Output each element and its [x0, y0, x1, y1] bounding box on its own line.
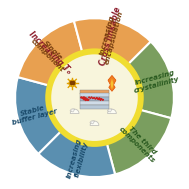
Text: Increasing
encapsulation: Increasing encapsulation: [97, 8, 124, 65]
Wedge shape: [107, 109, 112, 112]
Circle shape: [51, 54, 138, 141]
Wedge shape: [90, 121, 99, 125]
FancyBboxPatch shape: [80, 97, 109, 101]
FancyBboxPatch shape: [80, 105, 109, 109]
Wedge shape: [107, 110, 171, 174]
Wedge shape: [128, 41, 174, 118]
Wedge shape: [38, 131, 115, 177]
FancyBboxPatch shape: [80, 90, 109, 94]
FancyBboxPatch shape: [80, 101, 109, 105]
Wedge shape: [90, 121, 94, 124]
Wedge shape: [74, 18, 151, 64]
Polygon shape: [108, 75, 116, 91]
Text: Stable
buffer layer: Stable buffer layer: [9, 102, 57, 126]
Polygon shape: [110, 79, 114, 90]
Text: Increasing Tₒ: Increasing Tₒ: [27, 30, 73, 76]
Wedge shape: [70, 109, 75, 112]
Text: Cross linkable: Cross linkable: [99, 6, 123, 67]
Circle shape: [69, 80, 76, 87]
Wedge shape: [18, 21, 82, 85]
FancyBboxPatch shape: [80, 93, 109, 97]
Wedge shape: [45, 48, 144, 147]
Wedge shape: [70, 109, 79, 114]
Text: The third
components: The third components: [118, 121, 161, 164]
Text: Increasing
flexibility: Increasing flexibility: [66, 137, 90, 180]
Wedge shape: [15, 77, 61, 154]
Text: Increasing
crystallinity: Increasing crystallinity: [131, 69, 180, 94]
Wedge shape: [18, 21, 82, 85]
Wedge shape: [74, 18, 151, 64]
Text: Single
component: Single component: [29, 33, 70, 73]
Wedge shape: [108, 109, 116, 114]
